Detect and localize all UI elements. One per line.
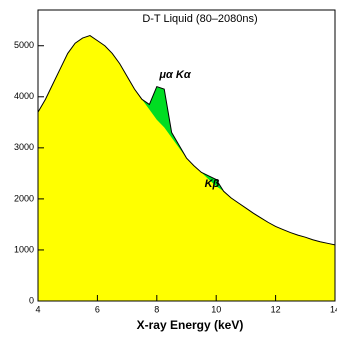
- y-tick-label: 1000: [14, 244, 34, 254]
- y-tick-label: 0: [29, 295, 34, 305]
- x-tick-label: 6: [95, 304, 100, 314]
- plot-area: [38, 34, 335, 301]
- chart-title: D-T Liquid (80–2080ns): [142, 13, 257, 25]
- x-tick-label: 8: [154, 304, 159, 314]
- y-tick-label: 5000: [14, 40, 34, 50]
- spectrum-line: [38, 34, 335, 246]
- y-tick-label: 4000: [14, 91, 34, 101]
- y-tick-label: 2000: [14, 193, 34, 203]
- x-tick-label: 10: [211, 304, 221, 314]
- annotation: μα Kα: [158, 69, 191, 81]
- x-axis-label: X-ray Energy (keV): [137, 318, 244, 332]
- x-tick-label: 14: [330, 304, 337, 314]
- x-tick-label: 12: [271, 304, 281, 314]
- plot-frame: [37, 9, 336, 302]
- annotation: Kβ: [205, 178, 220, 190]
- y-tick-label: 3000: [14, 142, 34, 152]
- area: [38, 35, 335, 301]
- x-tick-label: 4: [35, 304, 40, 314]
